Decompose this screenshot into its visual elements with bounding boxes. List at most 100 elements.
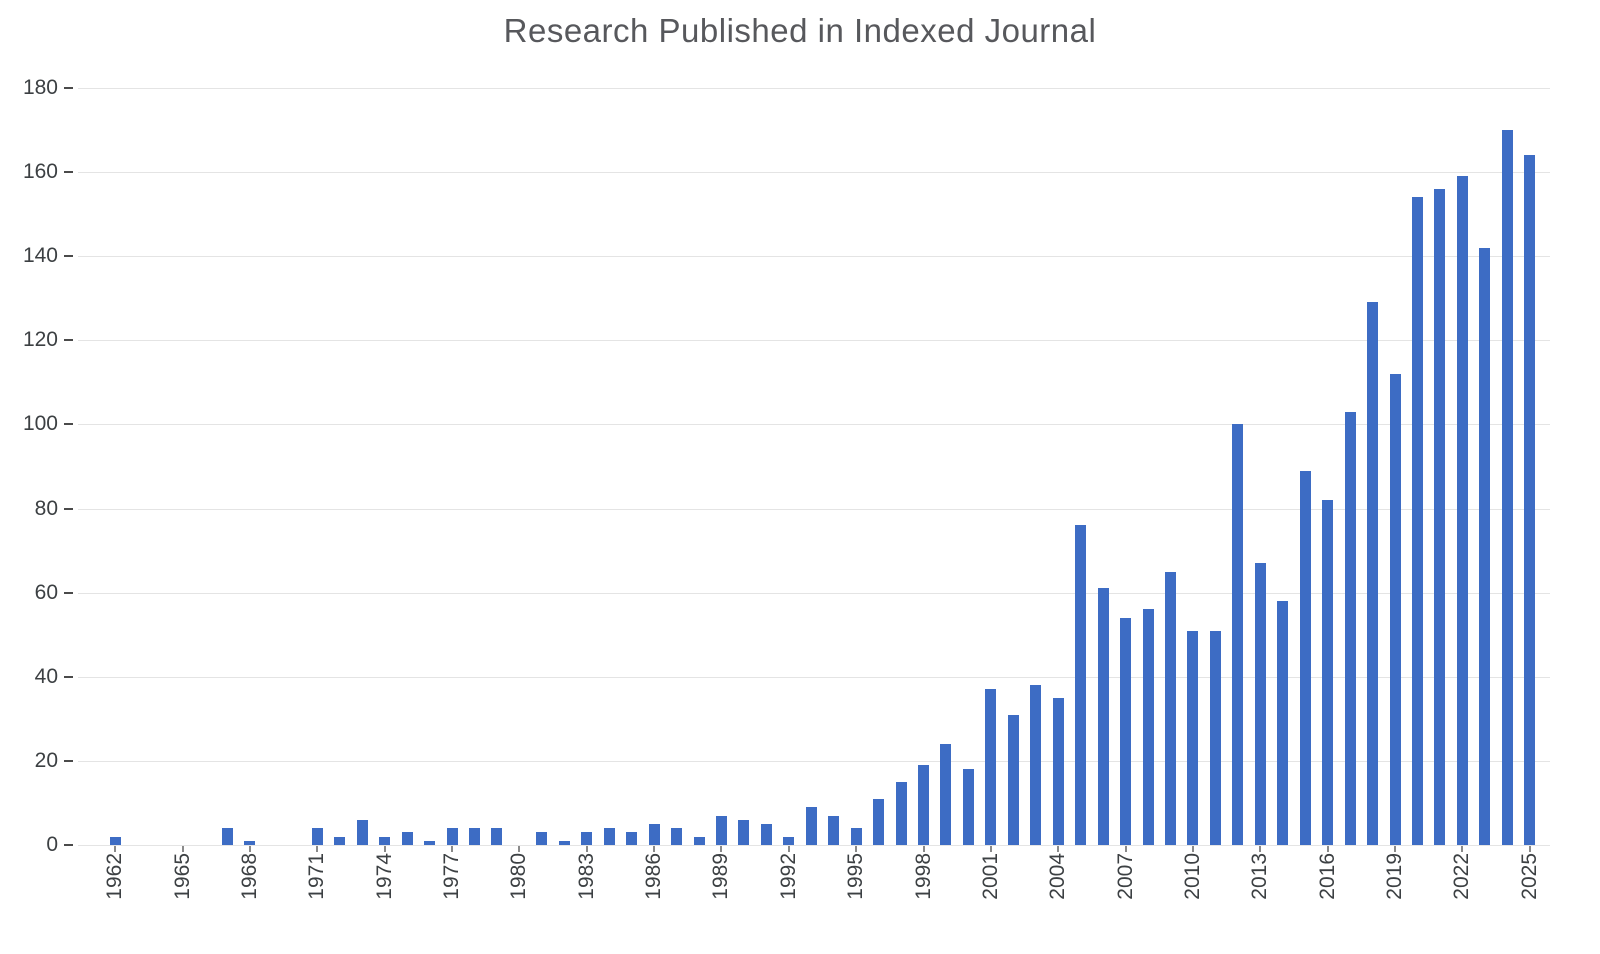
y-tick-mark [64, 87, 73, 89]
x-tick-mark [1326, 846, 1329, 852]
y-tick-label: 80 [34, 496, 58, 520]
x-tick-label: 2025 [1517, 853, 1541, 900]
y-tick-mark [64, 675, 73, 678]
bar-2016 [1322, 500, 1334, 845]
bar-2001 [985, 689, 997, 845]
x-tick-mark [1394, 846, 1397, 852]
y-tick-mark [64, 423, 73, 426]
y-tick-label: 0 [46, 833, 58, 856]
y-tick-label: 40 [34, 664, 58, 688]
gridline-60 [78, 592, 1550, 594]
bar-2014 [1277, 601, 1289, 845]
bar-2015 [1299, 470, 1311, 845]
bar-2018 [1367, 302, 1379, 845]
bar-1971 [311, 828, 323, 845]
x-tick-mark [922, 846, 925, 852]
y-tick-mark [64, 759, 73, 762]
x-tick-label: 2016 [1315, 853, 1339, 900]
x-tick-mark [1461, 846, 1464, 852]
y-tick-mark [64, 844, 73, 846]
y-tick-label: 120 [22, 328, 58, 352]
bar-1975 [401, 832, 413, 845]
gridline-160 [78, 172, 1550, 174]
bar-2019 [1389, 373, 1401, 845]
bar-1976 [424, 840, 436, 845]
bar-2010 [1187, 630, 1199, 845]
bar-1979 [491, 828, 503, 845]
x-tick-mark [518, 846, 521, 852]
x-tick-mark [585, 846, 588, 852]
bar-1992 [783, 836, 795, 845]
gridline-100 [78, 424, 1550, 426]
x-tick-mark [181, 846, 184, 852]
bar-1962 [109, 836, 121, 845]
gridline-120 [78, 340, 1550, 342]
bar-1978 [468, 828, 480, 845]
x-tick-label: 2013 [1248, 853, 1272, 900]
y-tick-mark [64, 591, 73, 594]
bar-1967 [221, 828, 233, 845]
y-tick-mark [64, 507, 73, 510]
bar-1991 [760, 823, 772, 845]
bar-2023 [1479, 247, 1491, 845]
x-tick-label: 1989 [709, 853, 733, 900]
bar-1997 [895, 781, 907, 845]
x-tick-label: 2010 [1180, 853, 1204, 900]
x-tick-label: 2004 [1046, 853, 1070, 900]
y-tick-label: 60 [34, 580, 58, 604]
y-tick-label: 20 [34, 748, 58, 772]
bar-1985 [626, 832, 638, 845]
bar-1990 [738, 819, 750, 845]
bar-1987 [671, 828, 683, 845]
bar-1986 [648, 823, 660, 845]
y-tick-label: 180 [22, 76, 58, 99]
x-tick-label: 1980 [507, 853, 531, 900]
gridline-140 [78, 256, 1550, 258]
bar-2005 [1075, 525, 1087, 845]
bar-1972 [334, 836, 346, 845]
bar-1981 [536, 832, 548, 845]
bar-2022 [1456, 176, 1468, 845]
bar-2020 [1412, 197, 1423, 845]
x-tick-label: 1983 [574, 853, 598, 900]
gridline-20 [78, 760, 1550, 762]
bar-2008 [1142, 609, 1154, 845]
bar-1996 [873, 798, 885, 845]
bar-2021 [1434, 188, 1446, 845]
x-tick-label: 1965 [170, 853, 194, 900]
gridline-40 [78, 676, 1550, 678]
y-tick-label: 160 [22, 160, 58, 184]
bar-1983 [581, 832, 593, 845]
bar-2006 [1097, 588, 1109, 845]
bar-2000 [962, 769, 974, 845]
x-tick-mark [451, 846, 454, 852]
x-tick-label: 1995 [844, 853, 868, 900]
x-tick-label: 2007 [1113, 853, 1137, 900]
chart-title: Research Published in Indexed Journal [503, 12, 1097, 49]
bar-2007 [1120, 617, 1132, 845]
bar-1993 [805, 807, 817, 845]
y-tick-mark [64, 339, 73, 342]
bar-2011 [1209, 630, 1221, 845]
x-tick-mark [316, 846, 319, 852]
x-tick-label: 1971 [305, 853, 329, 900]
y-tick-label: 140 [22, 244, 58, 268]
x-tick-label: 2019 [1383, 853, 1407, 900]
bar-1989 [715, 815, 727, 845]
bar-1974 [379, 836, 391, 845]
bar-1998 [918, 765, 930, 845]
bar-1999 [940, 744, 952, 845]
x-tick-label: 1968 [237, 853, 261, 900]
y-tick-mark [64, 171, 73, 174]
bar-2004 [1052, 697, 1064, 845]
bar-1995 [850, 828, 862, 845]
bar-1977 [446, 828, 458, 845]
bar-1984 [603, 828, 615, 845]
gridline-180 [78, 88, 1550, 89]
x-tick-mark [855, 846, 858, 852]
bar-2002 [1007, 714, 1019, 845]
x-tick-label: 1962 [103, 853, 127, 900]
x-tick-mark [1259, 846, 1262, 852]
x-tick-mark [1124, 846, 1127, 852]
